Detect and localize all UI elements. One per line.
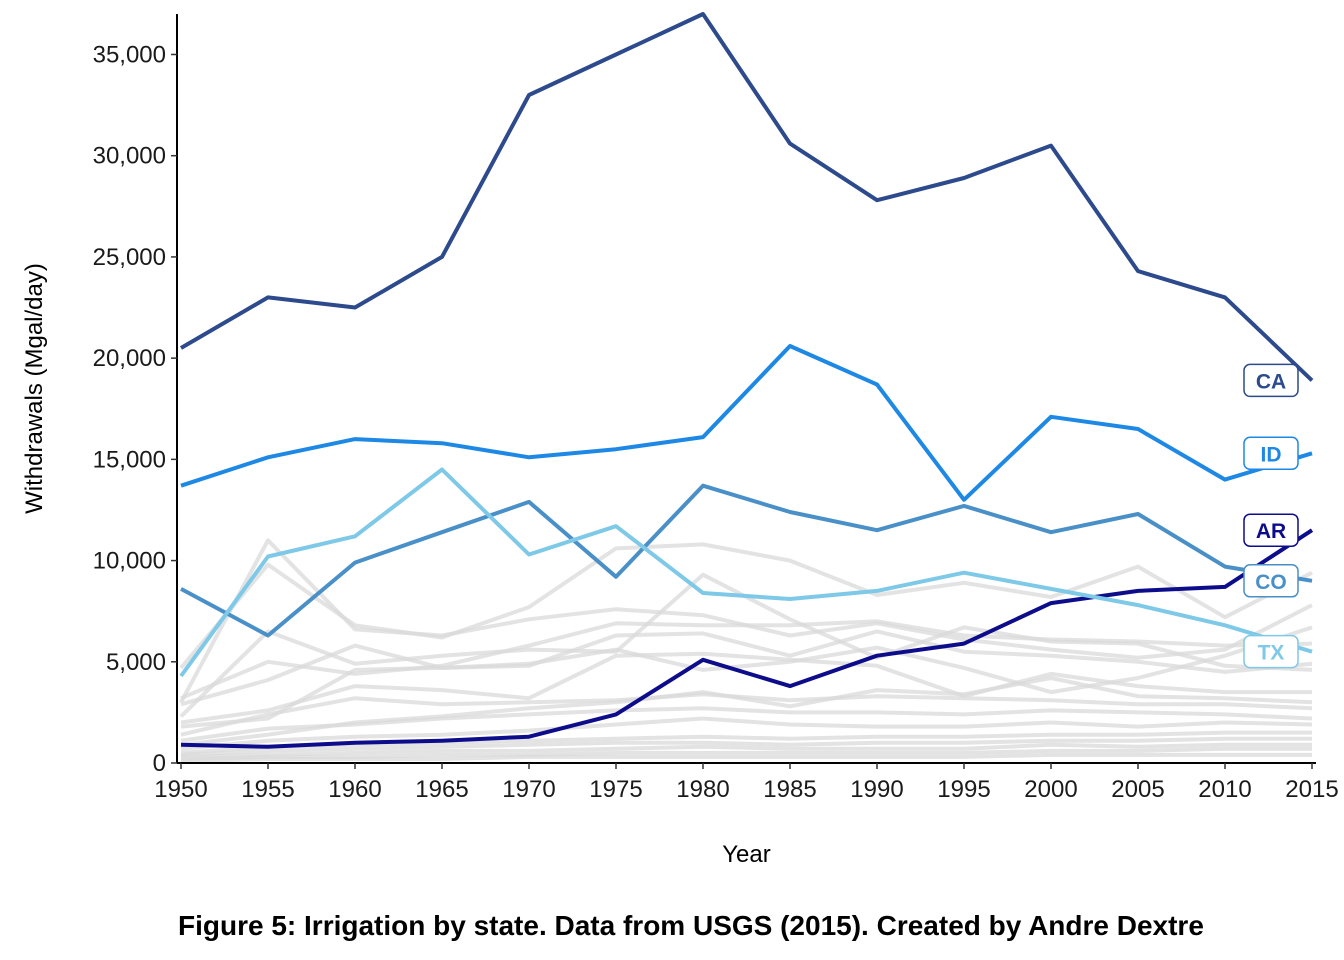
background-series-line bbox=[180, 629, 1313, 707]
x-tick-label: 1960 bbox=[328, 776, 381, 803]
x-tick-label: 1995 bbox=[937, 776, 990, 803]
y-tick-label: 35,000 bbox=[93, 41, 166, 68]
y-tick-label: 10,000 bbox=[93, 548, 166, 575]
series-label-text: AR bbox=[1256, 520, 1286, 543]
background-series-line bbox=[180, 676, 1313, 747]
series-label-ca: CA bbox=[1243, 363, 1299, 398]
figure-caption: Figure 5: Irrigation by state. Data from… bbox=[178, 910, 1204, 941]
series-line-co bbox=[180, 483, 1313, 638]
series-line-id bbox=[180, 344, 1313, 502]
y-tick-label: 15,000 bbox=[93, 446, 166, 473]
y-tick-label: 0 bbox=[153, 750, 166, 777]
x-tick-label: 2010 bbox=[1198, 776, 1251, 803]
series-line-tx bbox=[179, 467, 1313, 678]
background-series-line bbox=[180, 651, 1312, 725]
background-series-line bbox=[180, 716, 1313, 751]
x-tick-label: 1985 bbox=[763, 776, 816, 803]
background-series-line bbox=[180, 619, 1313, 701]
background-series-line bbox=[180, 746, 1312, 761]
series-label-ar: AR bbox=[1243, 513, 1299, 547]
series-label-text: CA bbox=[1256, 370, 1286, 393]
series-label-box bbox=[1243, 513, 1299, 547]
series-label-text: CO bbox=[1255, 571, 1287, 594]
background-series-line bbox=[180, 742, 1312, 759]
x-tick-label: 1975 bbox=[589, 776, 642, 803]
y-axis-title: Withdrawals (Mgal/day) bbox=[21, 263, 48, 514]
series-label-box bbox=[1243, 436, 1299, 471]
x-tick-label: 1980 bbox=[676, 776, 729, 803]
axes: 0 5,000 10,000 15,000 20,000 25,000 30,000 35,0… bbox=[93, 14, 1339, 803]
x-tick-label: 1990 bbox=[850, 776, 903, 803]
background-series-line bbox=[180, 736, 1312, 757]
x-tick-label: 2015 bbox=[1285, 776, 1338, 803]
x-tick-label: 1965 bbox=[415, 776, 468, 803]
series-label-box bbox=[1243, 564, 1299, 598]
series-labels: CA ID AR CO TX bbox=[1243, 363, 1299, 669]
series-label-box bbox=[1243, 634, 1299, 669]
y-tick-label: 5,000 bbox=[106, 649, 166, 676]
x-tick-label: 1950 bbox=[154, 776, 207, 803]
series-label-tx: TX bbox=[1243, 634, 1299, 669]
series-line-ar bbox=[180, 528, 1314, 749]
x-tick-label: 1970 bbox=[502, 776, 555, 803]
y-tick-label: 20,000 bbox=[93, 345, 166, 372]
x-tick-label: 2005 bbox=[1111, 776, 1164, 803]
series-label-text: ID bbox=[1261, 443, 1282, 466]
background-series-line bbox=[180, 625, 1313, 729]
x-tick-label: 1955 bbox=[241, 776, 294, 803]
background-series-group bbox=[179, 538, 1313, 763]
x-tick-label: 2000 bbox=[1024, 776, 1077, 803]
highlighted-series-group bbox=[179, 12, 1314, 749]
y-tick-label: 30,000 bbox=[93, 143, 166, 170]
y-tick-label: 25,000 bbox=[93, 244, 166, 271]
series-line-ca bbox=[179, 12, 1314, 382]
x-axis-title: Year bbox=[722, 841, 771, 868]
background-series-line bbox=[180, 752, 1312, 763]
series-label-box bbox=[1243, 363, 1299, 398]
background-series-line bbox=[180, 730, 1312, 755]
background-series-line bbox=[179, 542, 1313, 670]
series-label-id: ID bbox=[1243, 436, 1299, 471]
series-label-co: CO bbox=[1243, 564, 1299, 598]
background-series-line bbox=[180, 706, 1313, 743]
series-label-text: TX bbox=[1258, 642, 1285, 665]
